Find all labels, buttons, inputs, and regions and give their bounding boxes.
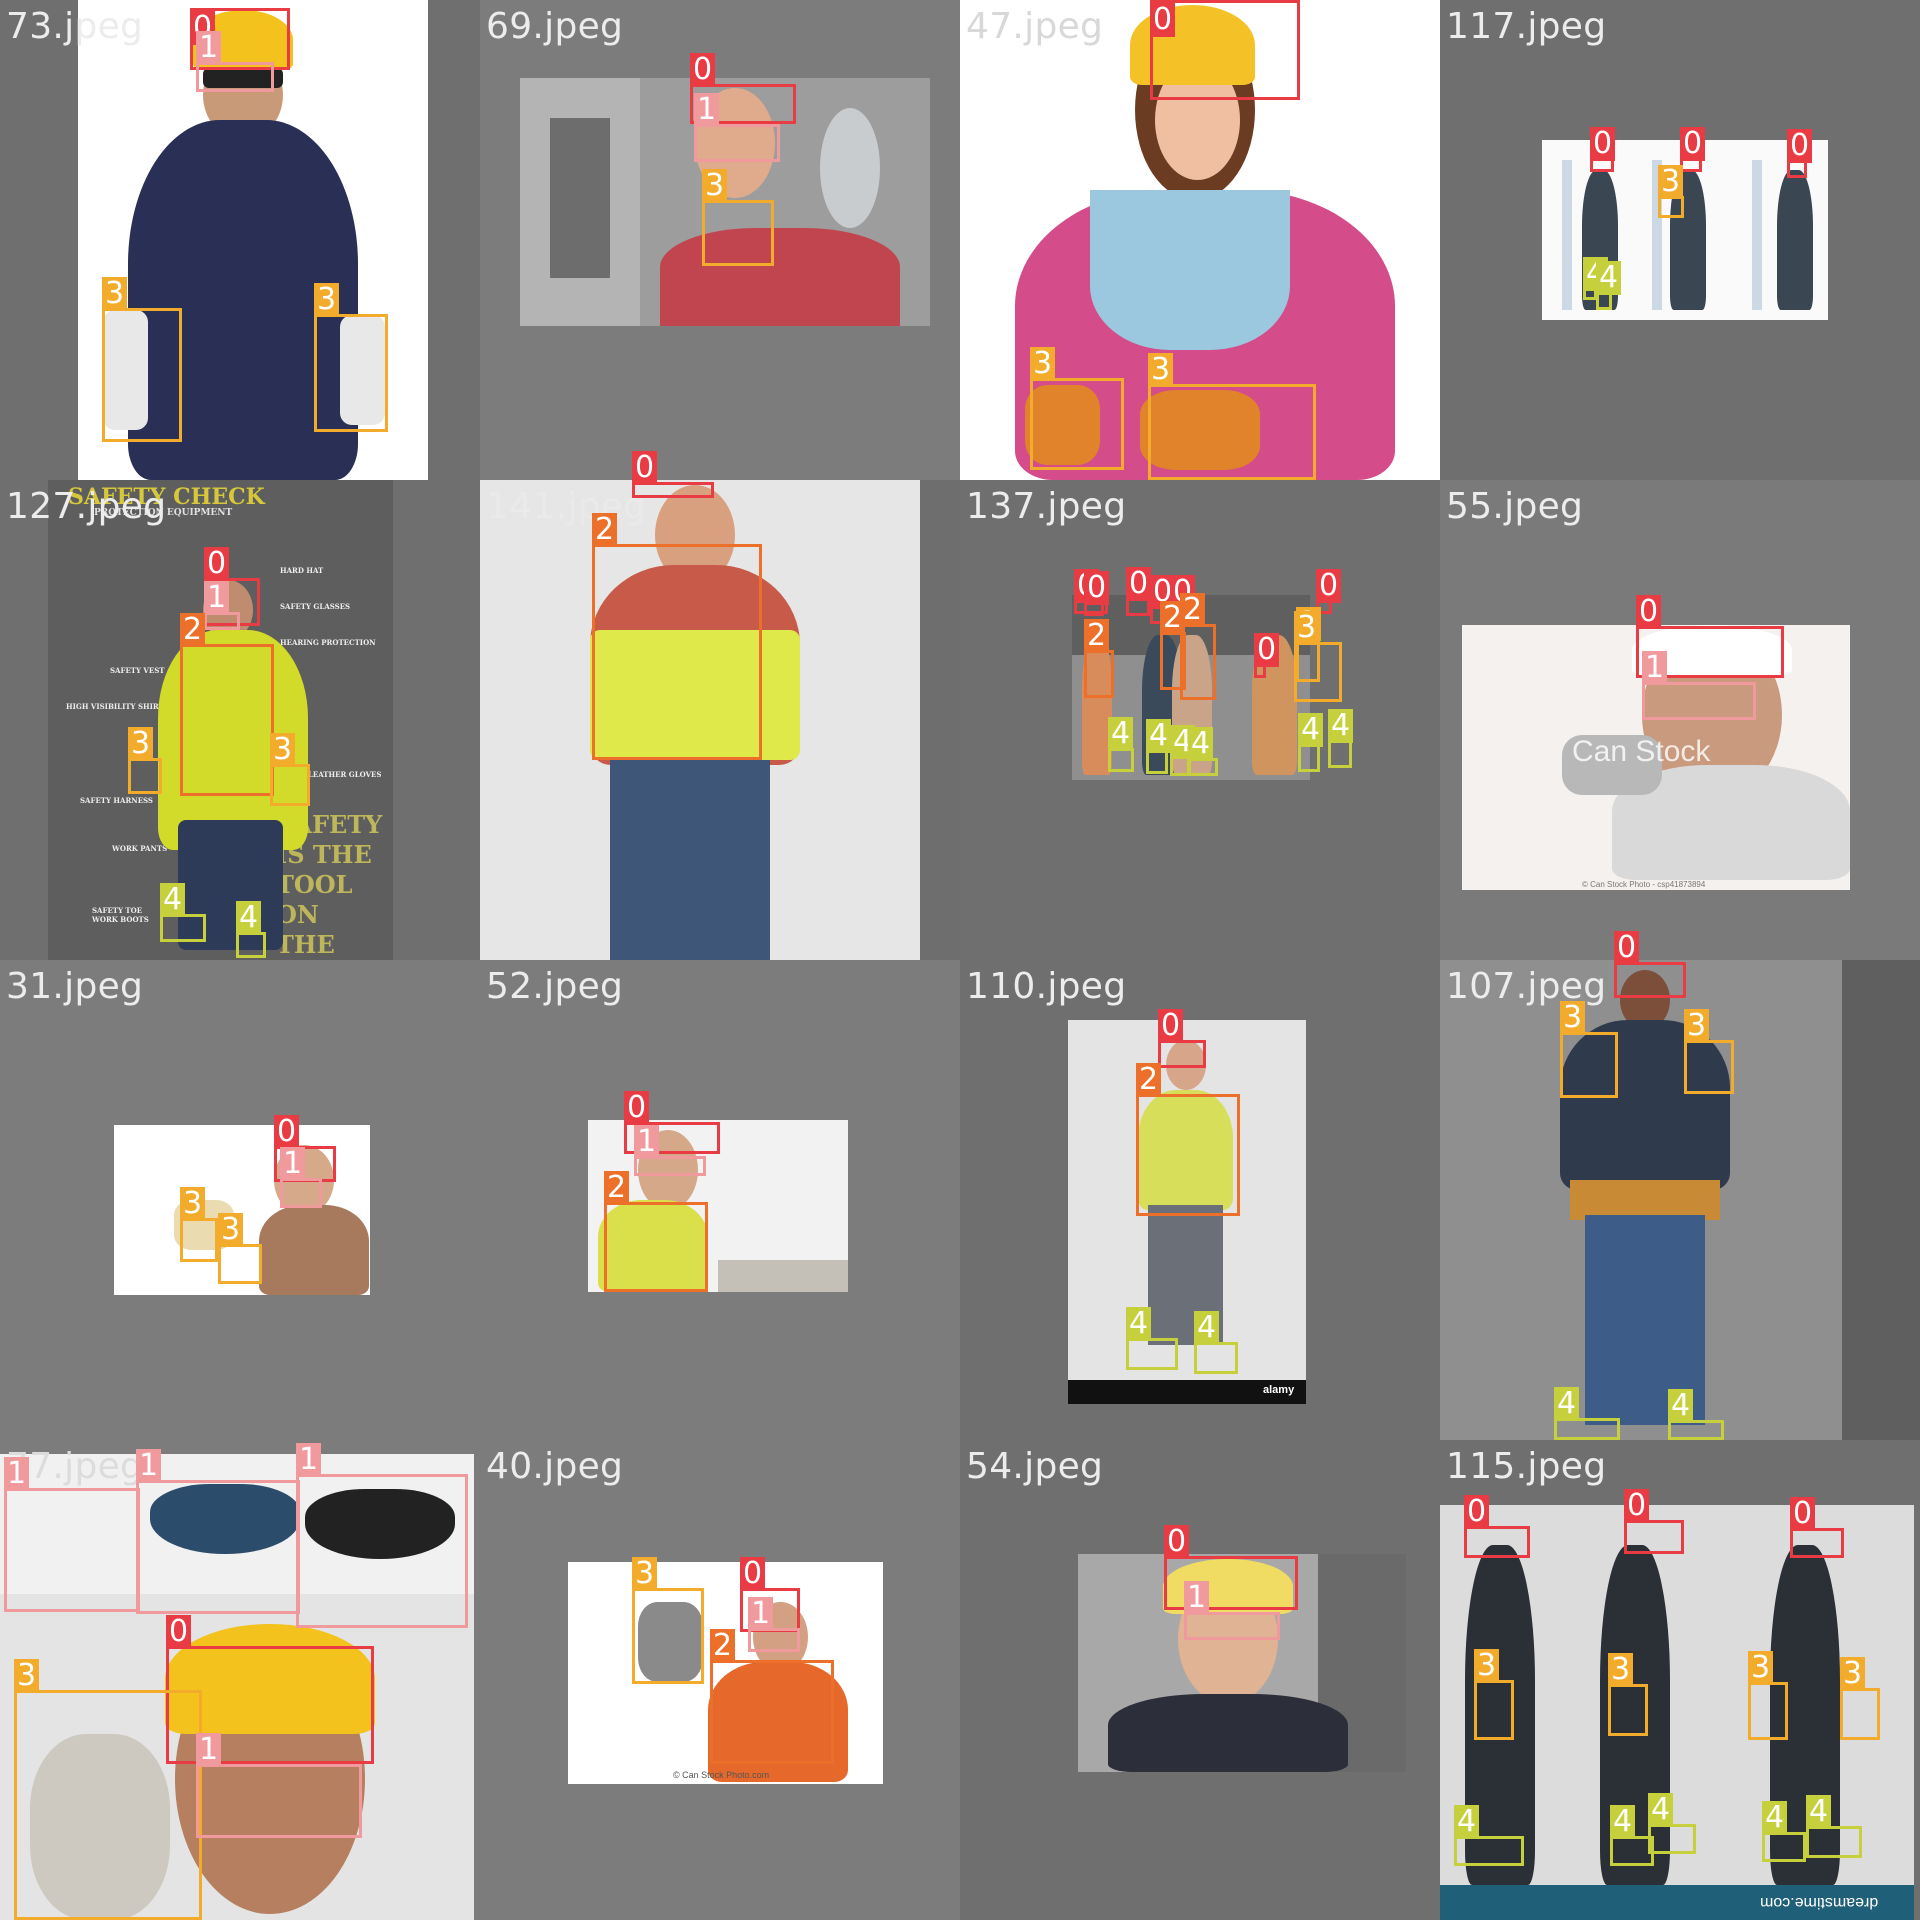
poster-label: SAFETY TOE WORK BOOTS <box>92 906 149 924</box>
poster-label: HIGH VISIBILITY SHIRT <box>66 702 164 711</box>
poster-title: SAFETY CHECK <box>68 484 265 510</box>
tile-filename: 110.jpeg <box>966 966 1127 1007</box>
tile-110: alamy 110.jpeg <box>960 960 1440 1440</box>
tile-40: © Can Stock Photo.com 40.jpeg <box>480 1440 960 1920</box>
tile-filename: 73.jpeg <box>6 6 144 47</box>
tile-filename: 115.jpeg <box>1446 1446 1607 1487</box>
tile-107: 107.jpeg <box>1440 960 1920 1440</box>
photo-woman-plaid <box>960 0 1440 480</box>
poster-label: SAFETY VEST <box>110 666 165 675</box>
tile-69: 69.jpeg <box>480 0 960 480</box>
photo-worker-stop-hand: © Can Stock Photo.com <box>568 1562 883 1784</box>
tile-141: 141.jpeg <box>480 480 960 960</box>
photo-credit: dreamstime.com <box>1760 1894 1879 1911</box>
poster-slogan: SAFETY IS THE TOOL ON THE JOB <box>276 810 383 959</box>
tile-filename: 47.jpeg <box>966 6 1104 47</box>
poster-label: SAFETY HARNESS <box>80 796 153 805</box>
photo-worker-vest <box>480 480 920 960</box>
photo-worker-clipboard: alamy <box>1068 1020 1306 1404</box>
photo-credit: © Can Stock Photo - csp41873894 <box>1582 880 1706 889</box>
tile-filename: 141.jpeg <box>486 486 647 527</box>
photo-worker-glasses <box>588 1120 848 1292</box>
poster-label: WORK PANTS <box>112 844 168 853</box>
tile-127: SAFETY CHECK PROTECTION EQUIPMENT HARD H… <box>0 480 480 960</box>
photo-watermark: Can Stock <box>1572 735 1711 768</box>
tile-77: 77.jpeg <box>0 1440 480 1920</box>
tile-filename: 137.jpeg <box>966 486 1127 527</box>
tile-52: 52.jpeg <box>480 960 960 1440</box>
photo-worker-coverall <box>78 0 428 480</box>
tile-filename: 69.jpeg <box>486 6 624 47</box>
tile-filename: 31.jpeg <box>6 966 144 1007</box>
tile-31: 31.jpeg <box>0 960 480 1440</box>
tile-54: 54.jpeg <box>960 1440 1440 1920</box>
photo-workers-overalls: dreamstime.com <box>1440 1505 1914 1920</box>
poster-label: HARD HAT <box>280 566 324 575</box>
photo-watermark: alamy <box>1263 1384 1295 1396</box>
photo-worker-drill: Can Stock © Can Stock Photo - csp4187389… <box>1462 625 1850 890</box>
tile-filename: 117.jpeg <box>1446 6 1607 47</box>
photo-workers-ladders <box>1542 140 1828 320</box>
photo-worker-grinder <box>520 78 930 326</box>
tile-137: 137.jpeg <box>960 480 1440 960</box>
poster-label: HEARING PROTECTION <box>280 638 376 647</box>
tile-filename: 77.jpeg <box>6 1446 144 1487</box>
poster-subtitle: PROTECTION EQUIPMENT <box>94 508 233 518</box>
poster-label: SAFETY GLASSES <box>280 602 351 611</box>
poster-label: LEATHER GLOVES <box>308 770 382 779</box>
photo-worker-toolbelt <box>1440 960 1842 1440</box>
tile-55: Can Stock © Can Stock Photo - csp4187389… <box>1440 480 1920 960</box>
tile-filename: 52.jpeg <box>486 966 624 1007</box>
tile-filename: 55.jpeg <box>1446 486 1584 527</box>
photo-woman-hardhat <box>1078 1554 1406 1772</box>
tile-73: 73.jpeg <box>0 0 480 480</box>
photo-safety-poster: SAFETY CHECK PROTECTION EQUIPMENT HARD H… <box>48 480 393 960</box>
tile-117: 117.jpeg <box>1440 0 1920 480</box>
tile-filename: 54.jpeg <box>966 1446 1104 1487</box>
photo-worker-earmuffs <box>114 1125 370 1295</box>
tile-filename: 40.jpeg <box>486 1446 624 1487</box>
photo-ppe-collage <box>0 1454 474 1920</box>
tile-filename: 127.jpeg <box>6 486 167 527</box>
tile-47: 47.jpeg <box>960 0 1440 480</box>
tile-115: dreamstime.com 115.jpeg <box>1440 1440 1920 1920</box>
tile-filename: 107.jpeg <box>1446 966 1607 1007</box>
photo-credit: © Can Stock Photo.com <box>673 1770 770 1780</box>
photo-construction-crew <box>1072 595 1310 780</box>
